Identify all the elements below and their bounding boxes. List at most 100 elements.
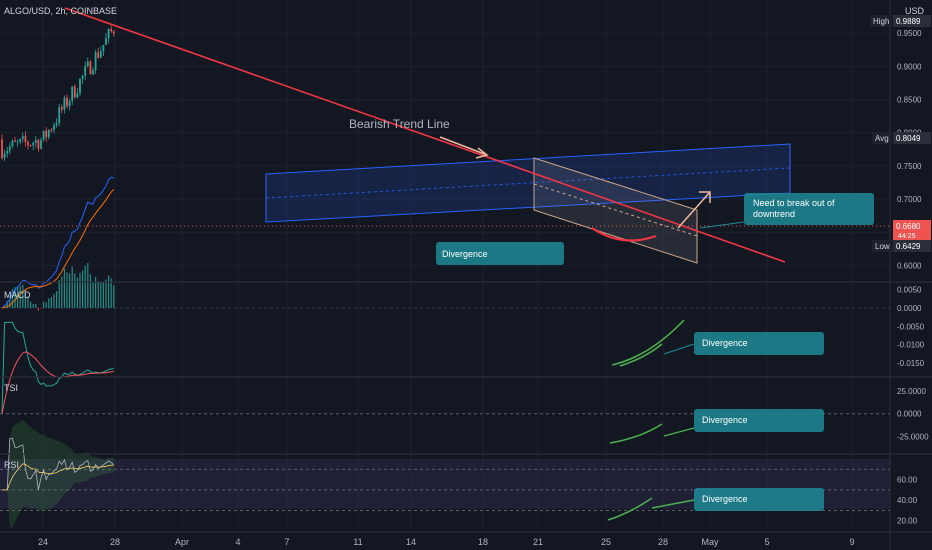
svg-text:0.9889: 0.9889 [896, 17, 921, 26]
breakout-callout[interactable] [744, 193, 874, 225]
rsi-tick-label: 60.00 [897, 476, 918, 485]
candle-body [14, 140, 16, 142]
macd-pane-label: MACD [4, 290, 31, 300]
macd-signal-line [1, 188, 115, 309]
x-tick-label: 28 [110, 537, 120, 547]
candle-body [16, 141, 19, 143]
rsi-callout-pointer [651, 499, 695, 509]
divergence-callout-main[interactable] [436, 242, 564, 265]
candle-body [71, 86, 74, 101]
candle-body [92, 70, 94, 75]
candle-body [73, 86, 76, 98]
rsi-tick-label: 20.00 [897, 517, 918, 526]
candle-body [66, 97, 68, 107]
breakout-note-line1: Need to break out of [753, 198, 835, 208]
currency-label: USD [905, 6, 925, 16]
candle-body [55, 122, 58, 126]
tsi-divergence-callout[interactable] [694, 409, 824, 432]
candle-body [79, 78, 81, 94]
rsi-pane [0, 419, 890, 528]
candle-body [24, 136, 27, 142]
rsi-pane-label: RSI [4, 460, 19, 470]
candle-body [40, 139, 42, 149]
rsi-divergence-line [607, 497, 653, 521]
candle-body [27, 141, 29, 146]
x-tick-label: 28 [658, 537, 668, 547]
svg-text:High: High [873, 17, 889, 26]
symbol-title: ALGO/USD, 2h, COINBASE [4, 6, 117, 16]
tsi-tick-label: 0.0000 [897, 410, 922, 419]
candle-body [63, 97, 66, 110]
candle-body [11, 140, 14, 147]
x-tick-label: 11 [353, 537, 362, 547]
rsi-bollinger-band [2, 419, 114, 528]
divergence-macd-label: Divergence [702, 338, 748, 348]
x-tick-label: 24 [38, 537, 48, 547]
candle-body [6, 150, 9, 154]
breakout-note-line2: downtrend [753, 209, 795, 219]
high-badge: High 0.9889 [870, 15, 931, 27]
x-tick-label: 14 [406, 537, 416, 547]
candle-body [42, 130, 45, 140]
candle-body [94, 52, 97, 71]
tsi-divergence-line [609, 423, 663, 444]
macd-tick-label: 0.0000 [897, 304, 922, 313]
rsi-tick-label: 40.00 [897, 496, 918, 505]
macd-tick-label: -0.0150 [897, 359, 925, 368]
x-tick-label: 25 [601, 537, 611, 547]
trend-arrow [439, 136, 489, 159]
candle-body [53, 125, 55, 131]
candle-body [112, 31, 115, 34]
candle-body [19, 138, 22, 142]
macd-pane [0, 176, 890, 311]
candle-body [32, 142, 35, 146]
candle-body [8, 146, 11, 151]
x-tick-label: 18 [478, 537, 488, 547]
bearish-trend-line[interactable] [64, 7, 786, 263]
candle-body [105, 38, 107, 45]
rsi-ma-line [2, 463, 114, 491]
x-tick-label: 4 [235, 537, 240, 547]
avg-badge: Avg 0.8049 [872, 132, 931, 144]
x-tick-label: 7 [284, 537, 289, 547]
rsi-divergence-callout[interactable] [694, 488, 824, 511]
macd-line [1, 176, 114, 309]
candle-body [86, 61, 89, 67]
price-tick-label: 0.8500 [897, 96, 922, 105]
macd-divergence-line-2 [619, 343, 663, 367]
tsi-annotations [609, 409, 824, 444]
rsi-line [2, 438, 115, 491]
candle-body [1, 139, 3, 159]
candle-body [58, 107, 61, 123]
grid-lines [0, 0, 890, 532]
svg-text:0.8049: 0.8049 [896, 134, 921, 143]
tsi-pane-label: TSI [4, 383, 18, 393]
candle-body [99, 51, 102, 58]
tsi-line [1, 321, 114, 414]
candle-body [50, 129, 53, 131]
last-price-badge: 0.6680 44:25 [893, 220, 931, 240]
macd-divergence-callout[interactable] [694, 332, 824, 355]
x-tick-label: 9 [849, 537, 854, 547]
macd-tick-label: 0.0050 [897, 286, 922, 295]
divergence-tsi-label: Divergence [702, 415, 748, 425]
price-tick-label: 0.6000 [897, 261, 922, 270]
price-tick-label: 0.9500 [897, 29, 922, 38]
descending-channel-mid [533, 183, 698, 237]
svg-text:Avg: Avg [875, 134, 889, 143]
x-tick-label: Apr [175, 537, 189, 547]
x-tick-label: May [701, 537, 719, 547]
candle-body [37, 139, 40, 149]
candle-body [76, 93, 79, 98]
candle-body [21, 136, 24, 139]
price-divergence-arc [591, 227, 657, 242]
price-tick-label: 0.7000 [897, 195, 922, 204]
candle-body [60, 107, 63, 110]
candle-body [107, 29, 110, 39]
candle-body [110, 29, 113, 32]
macd-tick-label: -0.0100 [897, 341, 925, 350]
tsi-tick-label: -25.0000 [897, 433, 929, 442]
candle-body [47, 129, 50, 138]
tsi-callout-pointer [663, 427, 695, 437]
